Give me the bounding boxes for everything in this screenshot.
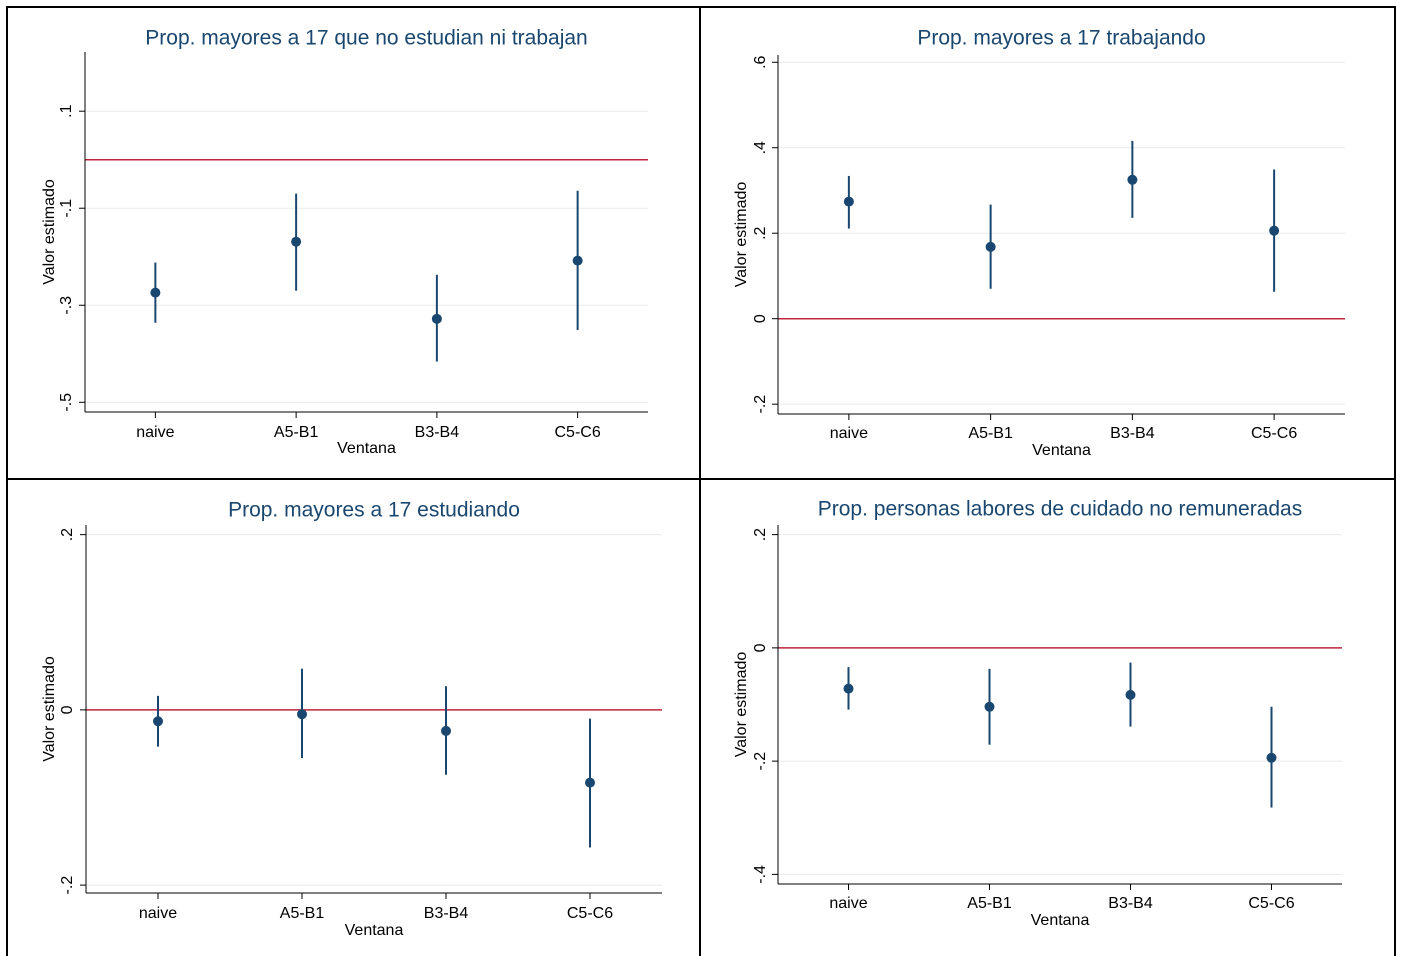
y-tick-label: -.2 <box>752 752 769 771</box>
y-tick-label: 0 <box>59 705 76 714</box>
point-estimate <box>585 777 595 788</box>
point-estimate <box>1125 689 1136 700</box>
x-tick-label: A5-B1 <box>967 895 1012 912</box>
x-tick-label: naive <box>136 424 174 441</box>
x-axis-title: Ventana <box>1032 442 1091 459</box>
y-tick-label: -.1 <box>58 199 75 218</box>
x-tick-label: C5-C6 <box>1251 425 1297 442</box>
point-estimate <box>984 701 995 712</box>
point-estimate <box>985 241 996 252</box>
x-tick-label: B3-B4 <box>415 424 460 441</box>
x-tick-label: naive <box>830 425 868 442</box>
x-axis-title: Ventana <box>345 922 404 939</box>
point-estimate <box>150 287 161 298</box>
y-axis-title: Valor estimado <box>41 656 58 762</box>
y-axis-title: Valor estimado <box>41 179 58 285</box>
y-axis-title: Valor estimado <box>733 182 750 288</box>
y-tick-label: -.2 <box>752 395 769 414</box>
x-tick-label: naive <box>139 905 177 922</box>
x-tick-label: C5-C6 <box>555 424 601 441</box>
y-tick-label: .2 <box>752 226 769 239</box>
y-tick-label: -.5 <box>58 393 75 412</box>
x-tick-label: B3-B4 <box>1108 895 1153 912</box>
x-tick-label: A5-B1 <box>280 905 325 922</box>
y-tick-label: -.4 <box>752 865 769 884</box>
y-tick-label: .2 <box>752 528 769 541</box>
y-tick-label: 0 <box>752 314 769 323</box>
x-tick-label: C5-C6 <box>1248 895 1294 912</box>
point-estimate <box>1269 225 1280 236</box>
x-tick-label: naive <box>829 895 867 912</box>
point-estimate <box>1266 752 1277 763</box>
point-estimate <box>843 196 854 207</box>
chart-title: Prop. mayores a 17 que no estudian ni tr… <box>145 27 587 50</box>
y-tick-label: 0 <box>752 643 769 652</box>
point-estimate <box>441 725 451 736</box>
chart-title: Prop. mayores a 17 trabajando <box>917 27 1205 50</box>
x-tick-label: A5-B1 <box>274 424 319 441</box>
x-tick-label: B3-B4 <box>424 905 469 922</box>
point-estimate <box>1127 174 1138 185</box>
x-axis-title: Ventana <box>1031 912 1090 929</box>
x-tick-label: B3-B4 <box>1110 425 1155 442</box>
y-tick-label: -.3 <box>58 296 75 315</box>
y-tick-label: .4 <box>752 141 769 154</box>
point-estimate <box>843 683 854 694</box>
x-axis-title: Ventana <box>337 440 396 457</box>
chart-title: Prop. personas labores de cuidado no rem… <box>818 498 1302 521</box>
point-estimate <box>153 716 163 727</box>
y-axis-title: Valor estimado <box>733 652 750 758</box>
point-estimate <box>431 313 442 324</box>
x-tick-label: A5-B1 <box>968 425 1013 442</box>
chart-title: Prop. mayores a 17 estudiando <box>228 499 520 522</box>
y-tick-label: .6 <box>752 55 769 68</box>
point-estimate <box>297 709 307 720</box>
y-tick-label: .1 <box>58 104 75 117</box>
y-tick-label: .2 <box>59 528 76 541</box>
x-tick-label: C5-C6 <box>567 905 613 922</box>
point-estimate <box>572 255 583 266</box>
point-estimate <box>291 236 302 247</box>
y-tick-label: -.2 <box>59 876 76 895</box>
